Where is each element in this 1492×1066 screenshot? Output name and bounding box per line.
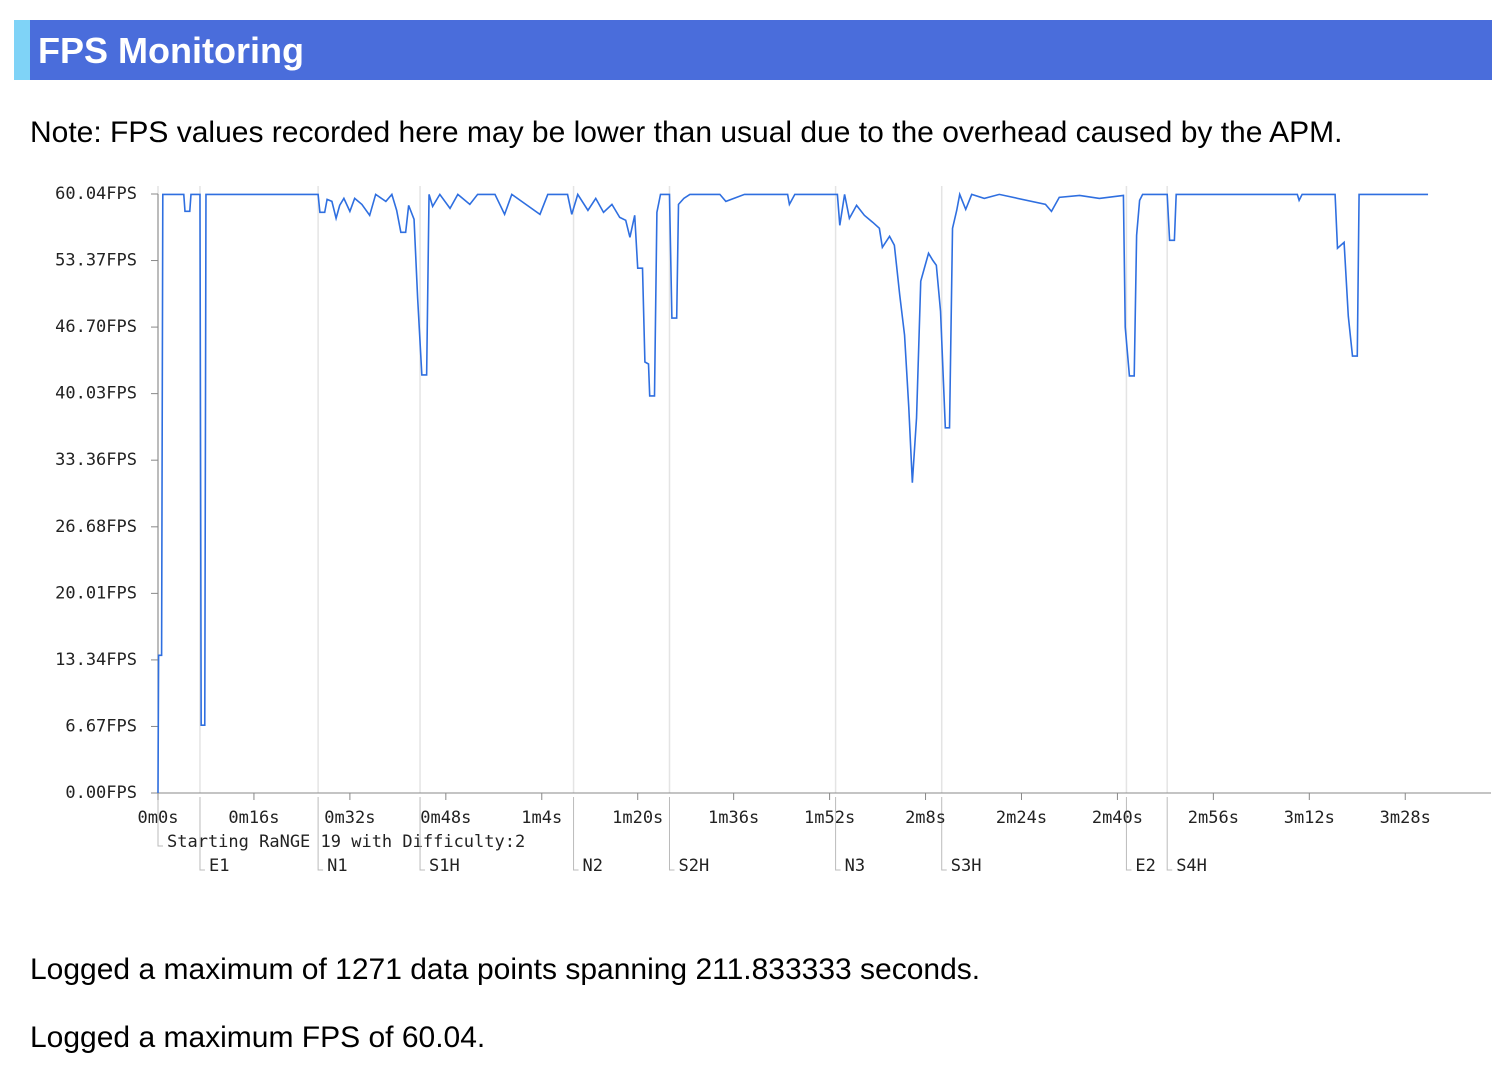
x-tick-label: 0m48s (420, 808, 471, 828)
event-label: S2H (678, 856, 709, 876)
x-tick-label: 1m36s (708, 808, 759, 828)
y-tick-label: 60.04FPS (55, 184, 137, 204)
y-tick-label: 20.01FPS (55, 583, 137, 603)
event-leader (941, 797, 947, 871)
event-leader (419, 797, 426, 871)
event-label: E1 (209, 856, 229, 876)
event-label: N2 (583, 856, 603, 876)
y-tick-label: 13.34FPS (55, 650, 137, 670)
footer-line: Logged a maximum FPS of 60.04. (30, 1021, 486, 1054)
fps-line (157, 191, 1429, 794)
event-label: N1 (327, 856, 347, 876)
y-tick-label: 26.68FPS (55, 517, 137, 537)
note: Note: FPS values recorded here may be lo… (30, 116, 1343, 149)
x-tick-label: 1m4s (521, 808, 562, 828)
x-tick-label: 2m40s (1092, 808, 1143, 828)
x-tick-label: 3m28s (1380, 808, 1431, 828)
x-tick-label: 0m16s (228, 808, 279, 828)
event-label: N3 (845, 856, 865, 876)
event-leader (835, 797, 841, 871)
event-label: E2 (1135, 856, 1155, 876)
x-tick-label: 0m32s (324, 808, 375, 828)
x-tick-label: 1m52s (804, 808, 855, 828)
event-leader (668, 797, 675, 871)
y-tick-label: 53.37FPS (55, 251, 137, 271)
footer-line: Logged a maximum of 1271 data points spa… (30, 953, 981, 986)
event-label: S4H (1176, 856, 1207, 876)
event-leader (1166, 797, 1173, 871)
y-tick-label: 33.36FPS (55, 450, 137, 470)
y-tick-label: 46.70FPS (55, 317, 137, 337)
event-label: Starting RaNGE 19 with Difficulty:2 (167, 832, 525, 852)
event-label: S1H (429, 856, 460, 876)
x-tick-label: 1m20s (612, 808, 663, 828)
x-tick-label: 2m56s (1188, 808, 1239, 828)
header-title: FPS Monitoring (38, 30, 304, 71)
x-tick-label: 0m0s (138, 808, 179, 828)
event-leader (157, 797, 163, 847)
event-leader (317, 797, 324, 871)
header-bar: FPS Monitoring (14, 20, 1492, 80)
y-tick-label: 6.67FPS (65, 716, 137, 736)
x-tick-label: 2m8s (905, 808, 946, 828)
event-leader (199, 797, 205, 871)
x-tick-label: 2m24s (996, 808, 1047, 828)
y-tick-label: 40.03FPS (55, 384, 137, 404)
chart: Starting RaNGE 19 with Difficulty:2 E1 N1 S… (55, 184, 1491, 876)
event-leader (573, 797, 579, 871)
event-leader (1125, 797, 1132, 871)
y-tick-label: 0.00FPS (65, 783, 137, 803)
event-label: S3H (951, 856, 982, 876)
x-tick-label: 3m12s (1284, 808, 1335, 828)
